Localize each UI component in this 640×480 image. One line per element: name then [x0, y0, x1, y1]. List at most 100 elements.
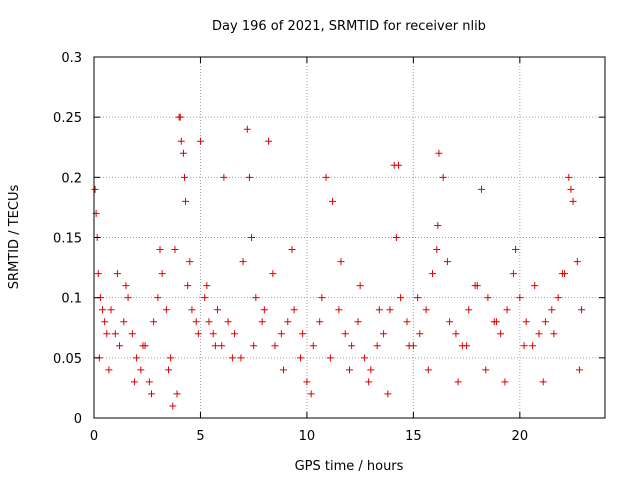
- data-point: [452, 330, 460, 338]
- data-point: [224, 318, 232, 326]
- data-point: [184, 282, 192, 290]
- data-point: [116, 342, 124, 350]
- data-point: [94, 270, 102, 278]
- data-point: [433, 246, 441, 254]
- data-point: [316, 318, 324, 326]
- data-point: [539, 378, 547, 386]
- data-point: [179, 149, 187, 157]
- data-point: [394, 161, 402, 169]
- data-point: [367, 366, 375, 374]
- data-point: [205, 318, 213, 326]
- data-point: [435, 149, 443, 157]
- data-point: [405, 342, 413, 350]
- data-point: [335, 306, 343, 314]
- data-point: [465, 306, 473, 314]
- data-point: [258, 318, 266, 326]
- data-point: [213, 306, 221, 314]
- data-point: [337, 258, 345, 266]
- data-point: [567, 185, 575, 193]
- data-point: [403, 318, 411, 326]
- chart-title: Day 196 of 2021, SRMTID for receiver nli…: [212, 19, 486, 34]
- data-point: [145, 378, 153, 386]
- plot-border: [93, 56, 606, 419]
- data-point: [279, 366, 287, 374]
- data-point: [424, 366, 432, 374]
- data-point: [322, 173, 330, 181]
- data-point: [124, 294, 132, 302]
- data-point: [128, 330, 136, 338]
- data-point: [380, 330, 388, 338]
- data-point: [360, 354, 368, 362]
- data-point: [165, 366, 173, 374]
- data-point: [248, 234, 256, 241]
- data-point: [201, 294, 209, 302]
- data-point: [130, 378, 138, 386]
- data-point: [177, 137, 185, 145]
- x-tick-label: 15: [405, 429, 422, 444]
- data-point: [173, 390, 181, 398]
- y-tick-label: 0.25: [53, 111, 82, 126]
- data-point: [454, 378, 462, 386]
- data-point: [384, 390, 392, 398]
- data-point: [231, 330, 239, 338]
- data-point: [434, 221, 442, 229]
- data-point: [103, 330, 111, 338]
- data-point: [137, 366, 145, 374]
- data-point: [196, 137, 204, 145]
- grid-lines: [94, 57, 605, 418]
- data-point: [512, 246, 520, 254]
- data-point: [463, 342, 471, 350]
- data-point: [158, 270, 166, 278]
- data-point: [392, 234, 400, 241]
- x-axis-label: GPS time / hours: [295, 459, 404, 474]
- data-point: [482, 366, 490, 374]
- x-tick-label: 5: [196, 429, 204, 444]
- data-point: [309, 342, 317, 350]
- data-point: [139, 342, 147, 350]
- data-point: [303, 378, 311, 386]
- data-point: [228, 354, 236, 362]
- data-point: [260, 306, 268, 314]
- data-points: [91, 113, 586, 410]
- data-point: [220, 173, 228, 181]
- x-tick-label: 10: [299, 429, 316, 444]
- data-point: [218, 342, 226, 350]
- x-axis-ticks: 0 5 10 15 20: [90, 57, 528, 444]
- data-point: [147, 390, 155, 398]
- data-point: [239, 258, 247, 266]
- data-point: [578, 306, 586, 314]
- data-point: [548, 306, 556, 314]
- data-point: [186, 258, 194, 266]
- data-point: [192, 318, 200, 326]
- data-point: [237, 354, 245, 362]
- data-point: [354, 318, 362, 326]
- data-point: [252, 294, 260, 302]
- y-axis-label: SRMTID / TECUs: [7, 185, 22, 290]
- data-point: [111, 330, 119, 338]
- y-tick-label: 0.1: [61, 292, 82, 307]
- data-point: [99, 306, 107, 314]
- data-point: [288, 246, 296, 254]
- data-point: [473, 282, 481, 290]
- data-point: [318, 294, 326, 302]
- data-point: [509, 270, 517, 278]
- data-point: [365, 378, 373, 386]
- data-point: [497, 330, 505, 338]
- data-point: [341, 330, 349, 338]
- x-tick-label: 20: [512, 429, 529, 444]
- y-tick-label: 0.15: [53, 232, 82, 247]
- data-point: [375, 306, 383, 314]
- data-point: [326, 354, 334, 362]
- data-point: [290, 306, 298, 314]
- data-point: [416, 330, 424, 338]
- data-point: [348, 342, 356, 350]
- data-point: [558, 270, 566, 278]
- data-point: [107, 306, 115, 314]
- data-point: [271, 342, 279, 350]
- data-point: [573, 258, 581, 266]
- data-point: [446, 318, 454, 326]
- data-point: [535, 330, 543, 338]
- data-point: [443, 258, 451, 266]
- data-point: [484, 294, 492, 302]
- data-point: [299, 330, 307, 338]
